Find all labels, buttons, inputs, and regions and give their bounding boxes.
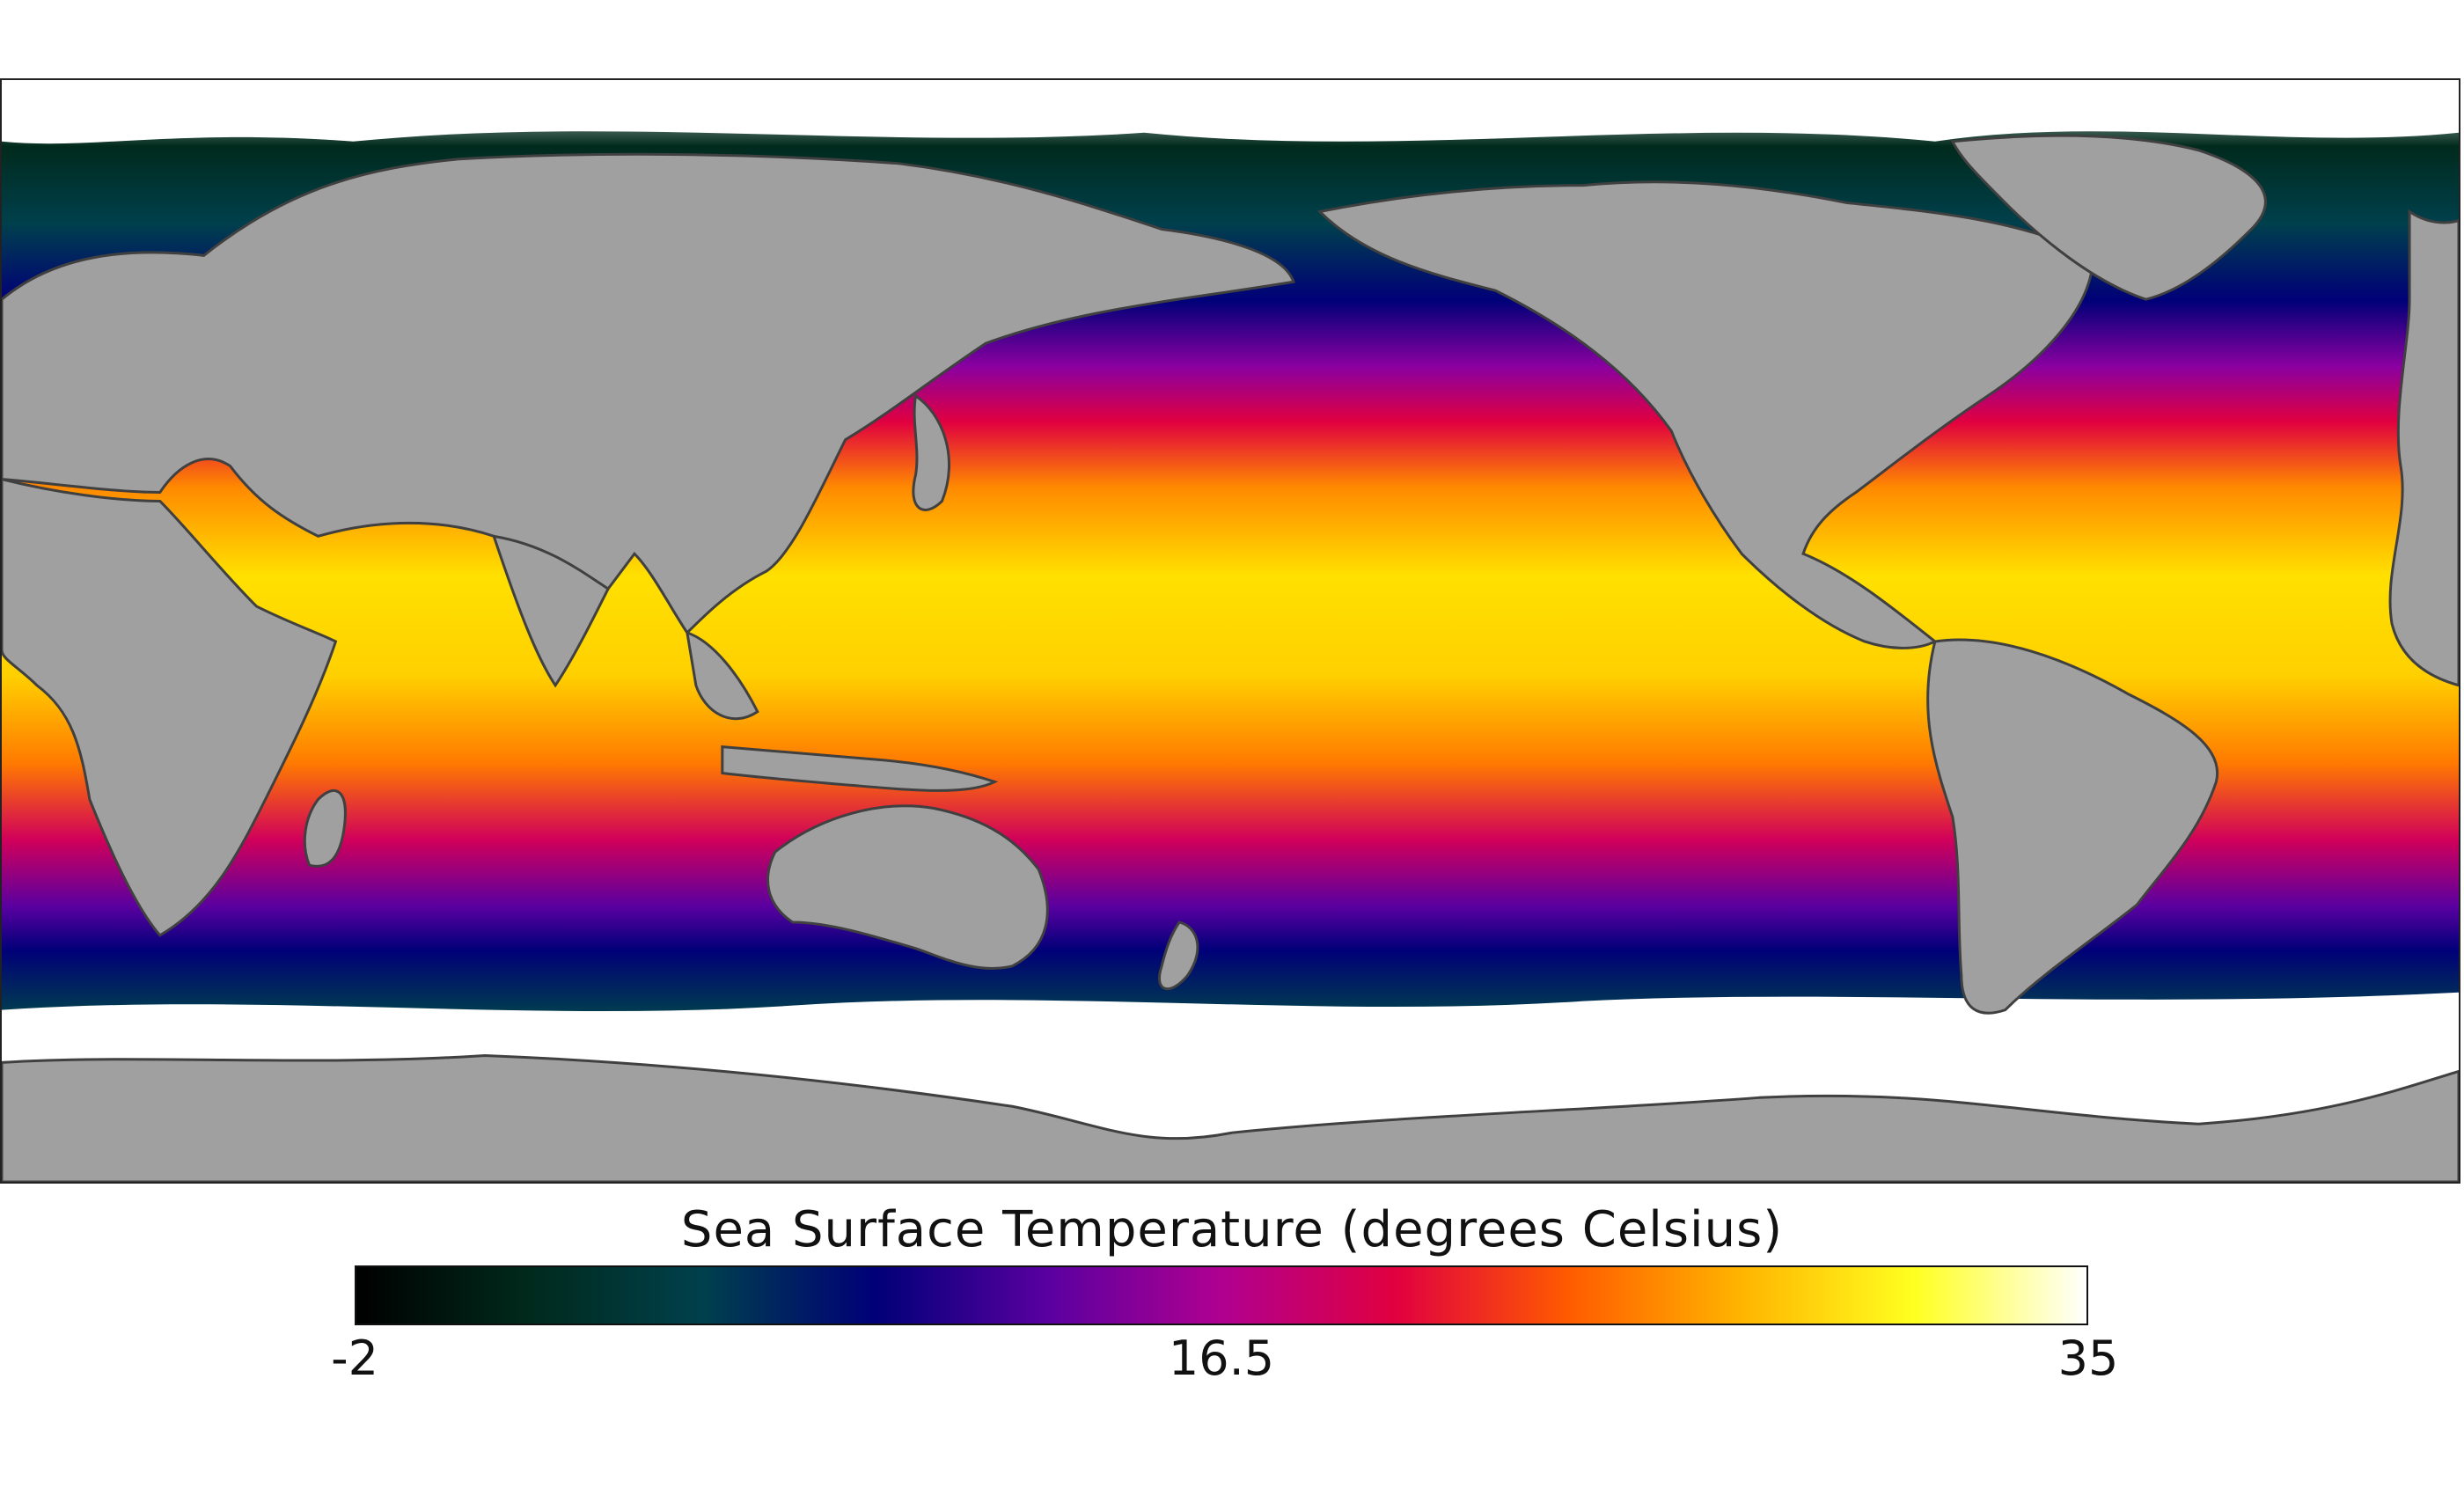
japan-islands: [912, 393, 950, 511]
greenland-landmass: [1950, 134, 2267, 301]
australia-landmass: [766, 804, 1049, 970]
world-map: [2, 80, 2459, 1182]
legend-title: Sea Surface Temperature (degrees Celsius…: [680, 1201, 1784, 1258]
new-zealand-islands: [1157, 920, 1199, 991]
sea-surface-temperature-map: [0, 78, 2460, 1184]
indonesia-islands: [721, 744, 999, 792]
antarctica-landmass: [2, 1053, 2459, 1182]
indian-subcontinent: [491, 534, 610, 688]
north-america-landmass: [1316, 180, 2095, 649]
continents: [2, 134, 2459, 1015]
southeast-asia-landmass: [685, 630, 759, 721]
eurasia-landmass: [2, 152, 1295, 662]
arctic-ice: [2, 80, 2459, 144]
africa-landmass: [2, 478, 338, 937]
madagascar-island: [303, 789, 347, 868]
south-america-landmass: [1926, 638, 2219, 1015]
temperature-colorbar: [355, 1265, 2088, 1325]
colorbar-min-label: -2: [331, 1331, 378, 1386]
colorbar-max-label: 35: [2057, 1331, 2119, 1386]
colorbar-mid-label: 16.5: [1168, 1331, 1275, 1386]
